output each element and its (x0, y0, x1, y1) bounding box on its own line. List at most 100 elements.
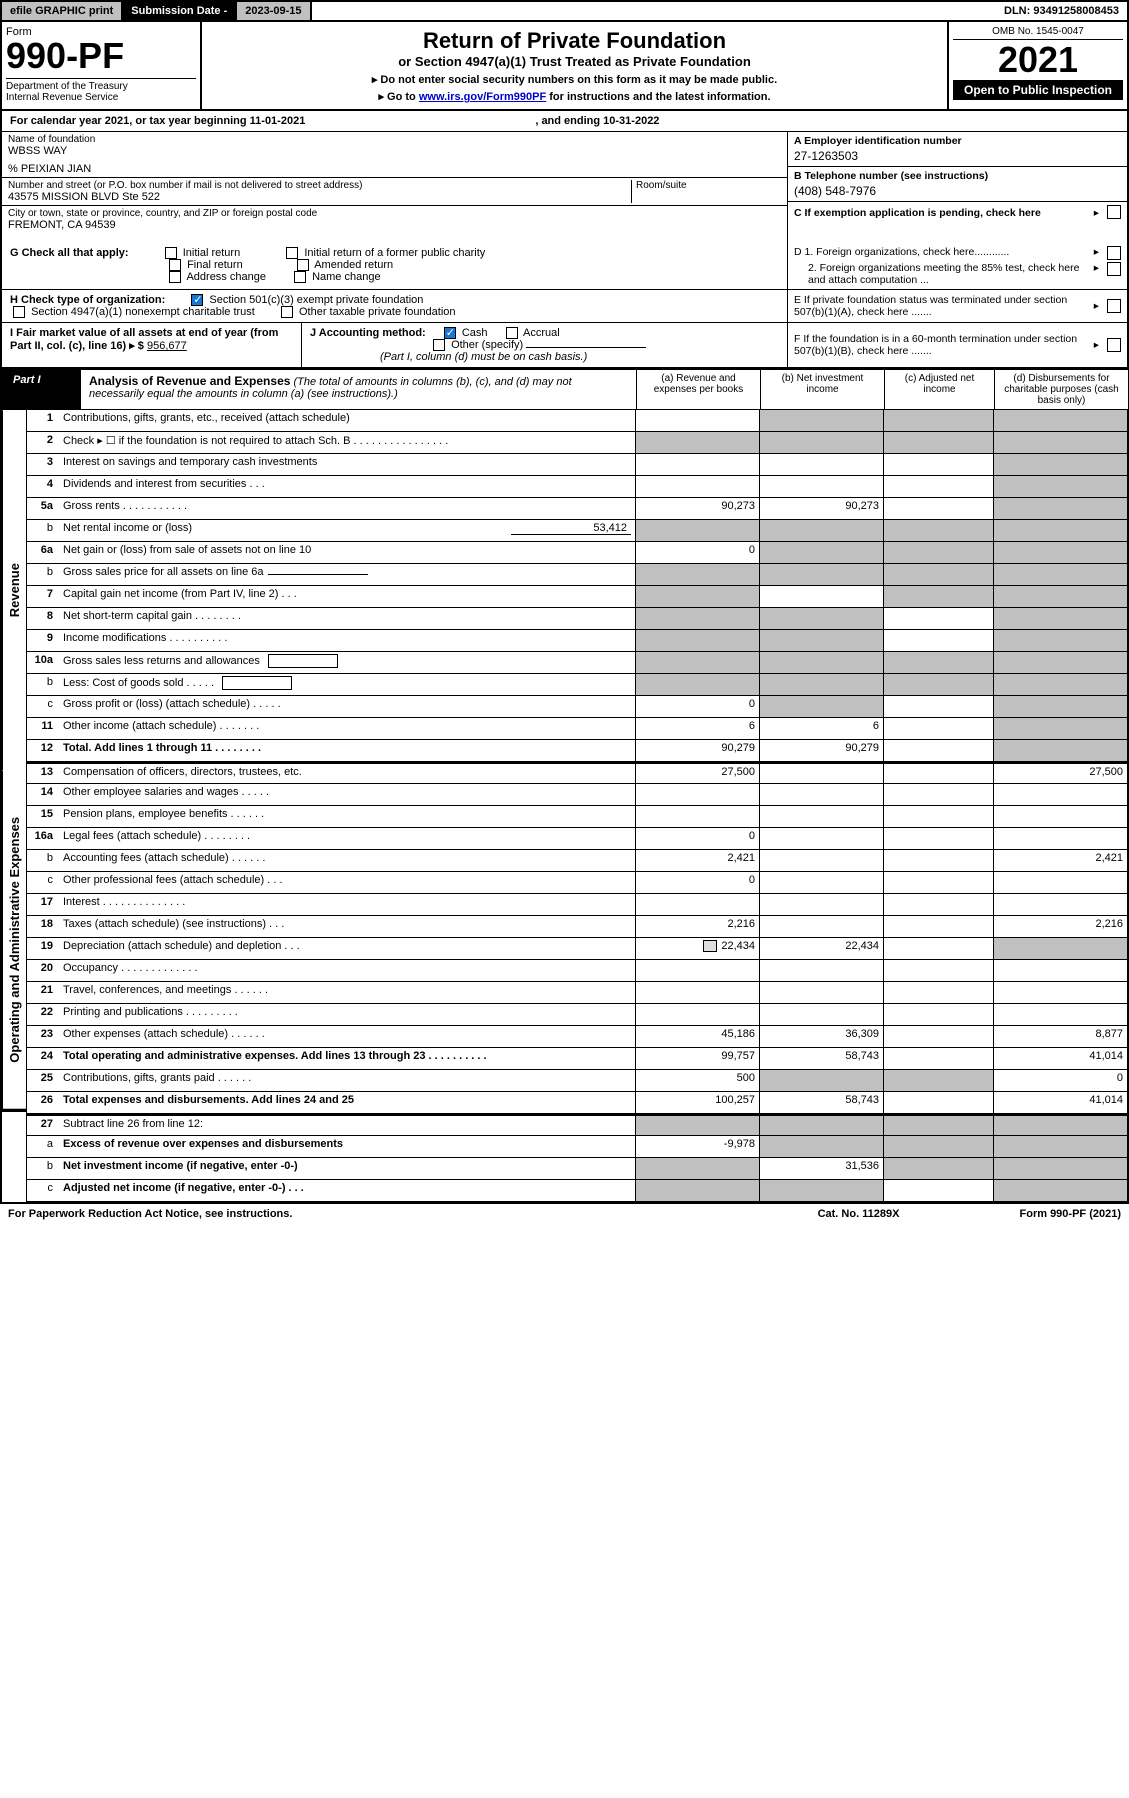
j-label: J Accounting method: (310, 327, 426, 339)
side-blank (2, 1110, 26, 1202)
entity-block: Name of foundation WBSS WAY % PEIXIAN JI… (0, 132, 1129, 243)
irs-link[interactable]: www.irs.gov/Form990PF (419, 91, 546, 103)
cell-d (993, 476, 1127, 497)
cell-d (993, 542, 1127, 563)
line-description: Gross rents . . . . . . . . . . . (59, 498, 635, 519)
i-label: I Fair market value of all assets at end… (10, 327, 278, 352)
cell-d: 8,877 (993, 1026, 1127, 1047)
d-right: D 1. Foreign organizations, check here..… (787, 243, 1127, 289)
entity-right: A Employer identification number 27-1263… (787, 132, 1127, 243)
header-left: Form 990-PF Department of the Treasury I… (2, 22, 202, 109)
d2-checkbox[interactable] (1107, 262, 1121, 276)
table-row: cOther professional fees (attach schedul… (27, 872, 1127, 894)
foot-center: Cat. No. 11289X (818, 1208, 900, 1220)
cell-a (635, 520, 759, 541)
g-check-5[interactable] (297, 259, 309, 271)
j-note: (Part I, column (d) must be on cash basi… (380, 351, 587, 363)
name-label: Name of foundation (8, 134, 781, 145)
j-check-cash[interactable] (444, 327, 456, 339)
line-description: Taxes (attach schedule) (see instruction… (59, 916, 635, 937)
cell-a: 0 (635, 542, 759, 563)
table-row: 17Interest . . . . . . . . . . . . . . (27, 894, 1127, 916)
table-row: 4Dividends and interest from securities … (27, 476, 1127, 498)
line-number: 3 (27, 454, 59, 475)
header-center: Return of Private Foundation or Section … (202, 22, 947, 109)
line-number: c (27, 696, 59, 717)
cell-a: 0 (635, 696, 759, 717)
cell-a (635, 432, 759, 453)
line-description: Gross sales less returns and allowances (59, 652, 635, 673)
line-number: 7 (27, 586, 59, 607)
line-number: b (27, 674, 59, 695)
cell-b (759, 784, 883, 805)
line-description: Compensation of officers, directors, tru… (59, 764, 635, 783)
line-description: Gross profit or (loss) (attach schedule)… (59, 696, 635, 717)
instruction-2: ▸ Go to www.irs.gov/Form990PF for instru… (208, 90, 941, 103)
column-headers: (a) Revenue and expenses per books (b) N… (636, 370, 1128, 409)
g-check-1[interactable] (165, 247, 177, 259)
table-row: 15Pension plans, employee benefits . . .… (27, 806, 1127, 828)
h-check-1[interactable] (191, 294, 203, 306)
cell-d (993, 960, 1127, 981)
cell-b: 90,273 (759, 498, 883, 519)
form-number: 990-PF (6, 38, 196, 74)
h-check-3[interactable] (281, 306, 293, 318)
side-labels: Revenue Operating and Administrative Exp… (2, 410, 27, 1202)
cell-c (883, 520, 993, 541)
cell-c (883, 630, 993, 651)
col-c-header: (c) Adjusted net income (884, 370, 994, 409)
cell-d (993, 432, 1127, 453)
cell-b (759, 454, 883, 475)
table-row: 25Contributions, gifts, grants paid . . … (27, 1070, 1127, 1092)
cell-a: 0 (635, 828, 759, 849)
i-cell: I Fair market value of all assets at end… (2, 323, 302, 367)
j-check-accrual[interactable] (506, 327, 518, 339)
table-row: bAccounting fees (attach schedule) . . .… (27, 850, 1127, 872)
cell-c (883, 1004, 993, 1025)
line-number: 11 (27, 718, 59, 739)
cell-d (993, 608, 1127, 629)
cell-b (759, 828, 883, 849)
line-description: Pension plans, employee benefits . . . .… (59, 806, 635, 827)
arrow-icon (1094, 300, 1101, 312)
line-number: 17 (27, 894, 59, 915)
cell-d (993, 410, 1127, 431)
cell-a: 22,434 (635, 938, 759, 959)
line-number: 13 (27, 764, 59, 783)
c-checkbox[interactable] (1107, 205, 1121, 219)
cell-c (883, 432, 993, 453)
g-check-6[interactable] (294, 271, 306, 283)
expenses-label: Operating and Administrative Expenses (2, 771, 26, 1111)
d1-checkbox[interactable] (1107, 246, 1121, 260)
line-number: 25 (27, 1070, 59, 1091)
j-check-other[interactable] (433, 339, 445, 351)
g-check-4[interactable] (286, 247, 298, 259)
cell-b (759, 630, 883, 651)
cell-c (883, 652, 993, 673)
h-check-2[interactable] (13, 306, 25, 318)
g-check-2[interactable] (169, 259, 181, 271)
f-checkbox[interactable] (1107, 338, 1121, 352)
cell-c (883, 674, 993, 695)
addr-label: Number and street (or P.O. box number if… (8, 180, 631, 191)
cell-b (759, 542, 883, 563)
cell-a: 2,216 (635, 916, 759, 937)
line-number: b (27, 850, 59, 871)
line-description: Interest . . . . . . . . . . . . . . (59, 894, 635, 915)
cell-a: 0 (635, 872, 759, 893)
line-description: Check ▸ ☐ if the foundation is not requi… (59, 432, 635, 453)
line-description: Occupancy . . . . . . . . . . . . . (59, 960, 635, 981)
cell-a (635, 454, 759, 475)
line-description: Total. Add lines 1 through 11 . . . . . … (59, 740, 635, 761)
e-checkbox[interactable] (1107, 299, 1121, 313)
line-description: Net gain or (loss) from sale of assets n… (59, 542, 635, 563)
attachment-icon[interactable] (703, 940, 717, 952)
cell-b (759, 872, 883, 893)
table-row: bNet rental income or (loss)53,412 (27, 520, 1127, 542)
cell-a (635, 564, 759, 585)
cell-c (883, 894, 993, 915)
g-opt-2: Final return (187, 259, 243, 271)
cell-d (993, 564, 1127, 585)
g-check-3[interactable] (169, 271, 181, 283)
col-b-header: (b) Net investment income (760, 370, 884, 409)
